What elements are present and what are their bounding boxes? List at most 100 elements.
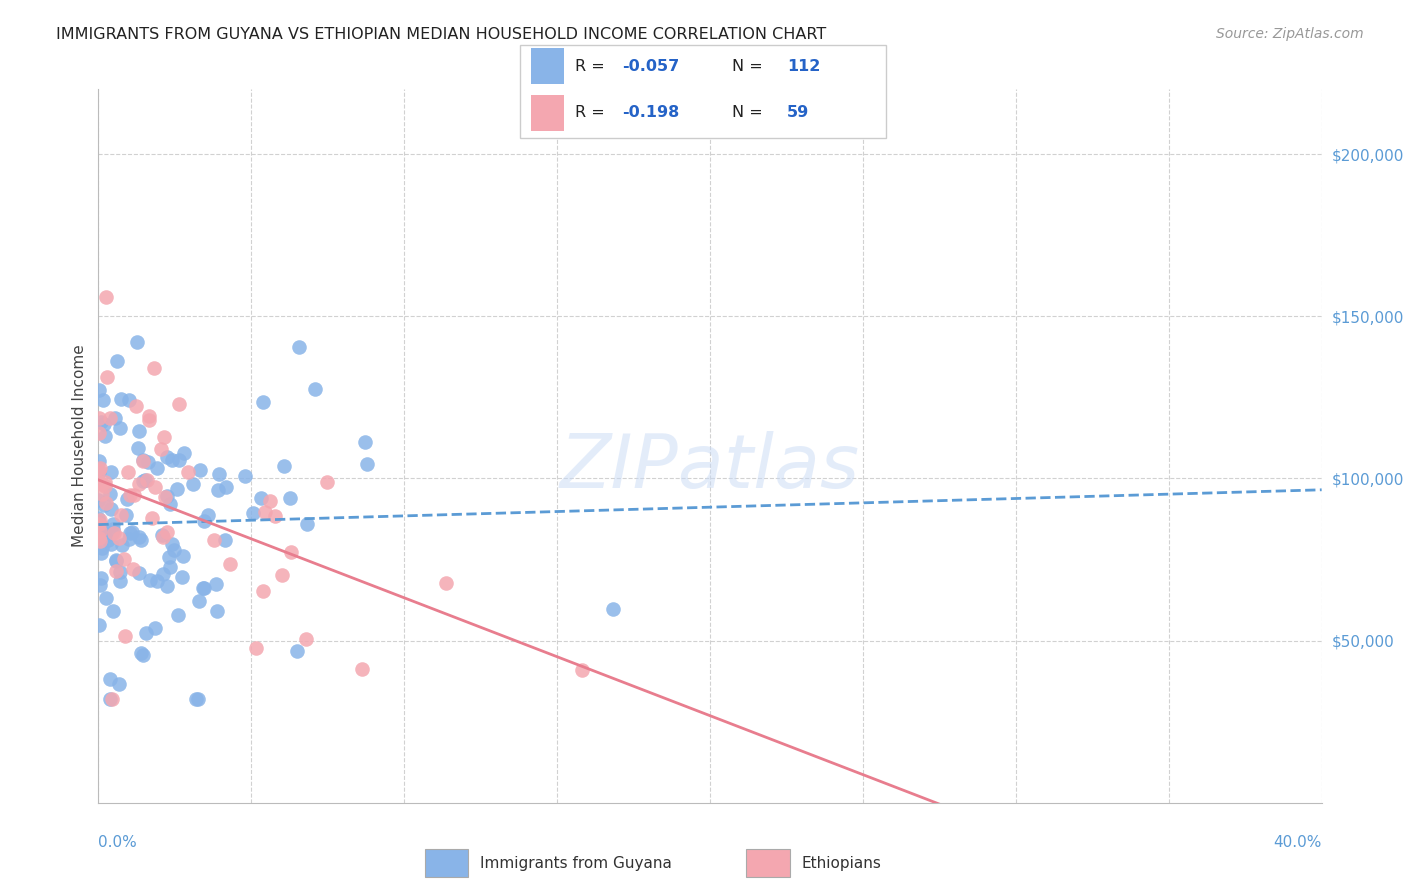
- Text: IMMIGRANTS FROM GUYANA VS ETHIOPIAN MEDIAN HOUSEHOLD INCOME CORRELATION CHART: IMMIGRANTS FROM GUYANA VS ETHIOPIAN MEDI…: [56, 27, 827, 42]
- Point: [218, 557, 240, 571]
- Point: [138, 455, 160, 469]
- Point: [159, 560, 181, 574]
- Point: [191, 581, 214, 595]
- Point: [167, 453, 190, 467]
- Point: [112, 552, 135, 566]
- Point: [152, 530, 174, 544]
- Text: N =: N =: [733, 59, 768, 74]
- Point: [118, 526, 141, 541]
- Point: [108, 676, 131, 690]
- Point: [128, 424, 150, 438]
- Point: [138, 574, 160, 588]
- Point: [245, 641, 267, 656]
- Text: Immigrants from Guyana: Immigrants from Guyana: [481, 855, 672, 871]
- Point: [104, 564, 127, 578]
- Point: [297, 517, 319, 532]
- Point: [134, 473, 156, 487]
- Text: ZIPatlas: ZIPatlas: [560, 432, 860, 503]
- Point: [352, 662, 374, 676]
- Point: [188, 594, 211, 608]
- Text: R =: R =: [575, 59, 610, 74]
- Point: [101, 525, 124, 540]
- Point: [146, 574, 169, 588]
- Point: [172, 549, 194, 563]
- Point: [150, 442, 173, 456]
- Point: [259, 494, 281, 508]
- Point: [87, 383, 110, 397]
- Point: [108, 421, 131, 435]
- Point: [285, 643, 308, 657]
- Point: [100, 487, 122, 501]
- Point: [186, 692, 208, 706]
- Point: [136, 473, 159, 487]
- Bar: [531, 95, 564, 131]
- Point: [127, 441, 149, 455]
- Point: [143, 360, 166, 375]
- Point: [121, 524, 143, 539]
- Text: 40.0%: 40.0%: [1274, 836, 1322, 850]
- Point: [132, 454, 155, 468]
- Point: [90, 487, 112, 501]
- Point: [129, 646, 152, 660]
- Point: [135, 626, 157, 640]
- Point: [128, 530, 150, 544]
- Point: [150, 528, 173, 542]
- Point: [129, 533, 152, 547]
- Point: [110, 392, 132, 406]
- Point: [122, 562, 145, 576]
- Point: [114, 629, 136, 643]
- Point: [160, 453, 183, 467]
- Point: [157, 550, 180, 565]
- Point: [101, 522, 124, 536]
- Point: [100, 502, 122, 516]
- Point: [98, 692, 121, 706]
- Point: [87, 426, 110, 441]
- Point: [208, 467, 231, 481]
- Point: [94, 591, 117, 605]
- Point: [125, 399, 148, 413]
- Point: [354, 434, 377, 449]
- Point: [197, 508, 219, 522]
- Point: [128, 566, 150, 580]
- Point: [97, 533, 120, 547]
- Point: [138, 413, 160, 427]
- Point: [162, 543, 184, 558]
- Point: [153, 430, 176, 444]
- Point: [118, 532, 141, 546]
- Point: [108, 531, 131, 545]
- Point: [602, 601, 624, 615]
- Point: [93, 428, 115, 442]
- Point: [87, 454, 110, 468]
- Point: [98, 411, 121, 425]
- Text: 112: 112: [787, 59, 821, 74]
- Point: [316, 475, 339, 489]
- Point: [264, 509, 287, 524]
- Point: [143, 621, 166, 635]
- Point: [252, 583, 274, 598]
- Point: [434, 576, 457, 591]
- Point: [273, 458, 295, 473]
- Point: [356, 458, 378, 472]
- Y-axis label: Median Household Income: Median Household Income: [72, 344, 87, 548]
- Point: [89, 524, 111, 539]
- Text: 0.0%: 0.0%: [98, 836, 138, 850]
- Point: [96, 370, 118, 384]
- Point: [89, 531, 111, 545]
- Text: Ethiopians: Ethiopians: [801, 855, 882, 871]
- Point: [295, 632, 318, 646]
- Point: [125, 334, 148, 349]
- Point: [152, 567, 174, 582]
- Point: [87, 618, 110, 632]
- Point: [160, 537, 183, 551]
- Point: [90, 546, 112, 560]
- Point: [89, 517, 111, 532]
- Point: [204, 577, 226, 591]
- Point: [87, 465, 110, 479]
- Point: [87, 515, 110, 529]
- Point: [187, 692, 209, 706]
- Point: [87, 475, 110, 489]
- Point: [105, 354, 128, 368]
- Point: [101, 692, 124, 706]
- Point: [207, 483, 229, 498]
- Point: [87, 511, 110, 525]
